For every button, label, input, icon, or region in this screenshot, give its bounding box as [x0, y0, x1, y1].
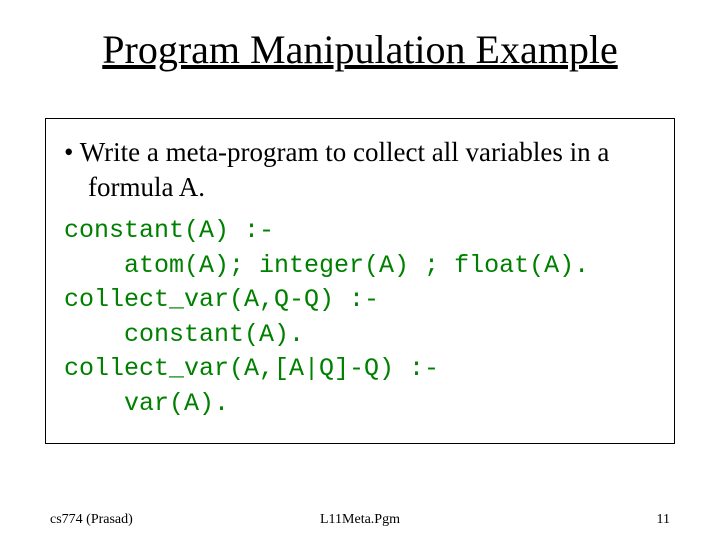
code-line: atom(A); integer(A) ; float(A). [64, 251, 589, 280]
code-line: constant(A). [64, 320, 304, 349]
code-line: constant(A) :- [64, 216, 274, 245]
bullet-text: Write a meta-program to collect all vari… [64, 135, 656, 204]
footer-right: 11 [657, 512, 670, 528]
slide-title: Program Manipulation Example [0, 26, 720, 73]
code-line: collect_var(A,Q-Q) :- [64, 285, 379, 314]
code-line: collect_var(A,[A|Q]-Q) :- [64, 354, 439, 383]
slide: Program Manipulation Example Write a met… [0, 0, 720, 540]
content-box: Write a meta-program to collect all vari… [45, 118, 675, 444]
footer-center: L11Meta.Pgm [50, 512, 670, 528]
code-block: constant(A) :- atom(A); integer(A) ; flo… [64, 214, 656, 421]
code-line: var(A). [64, 389, 229, 418]
